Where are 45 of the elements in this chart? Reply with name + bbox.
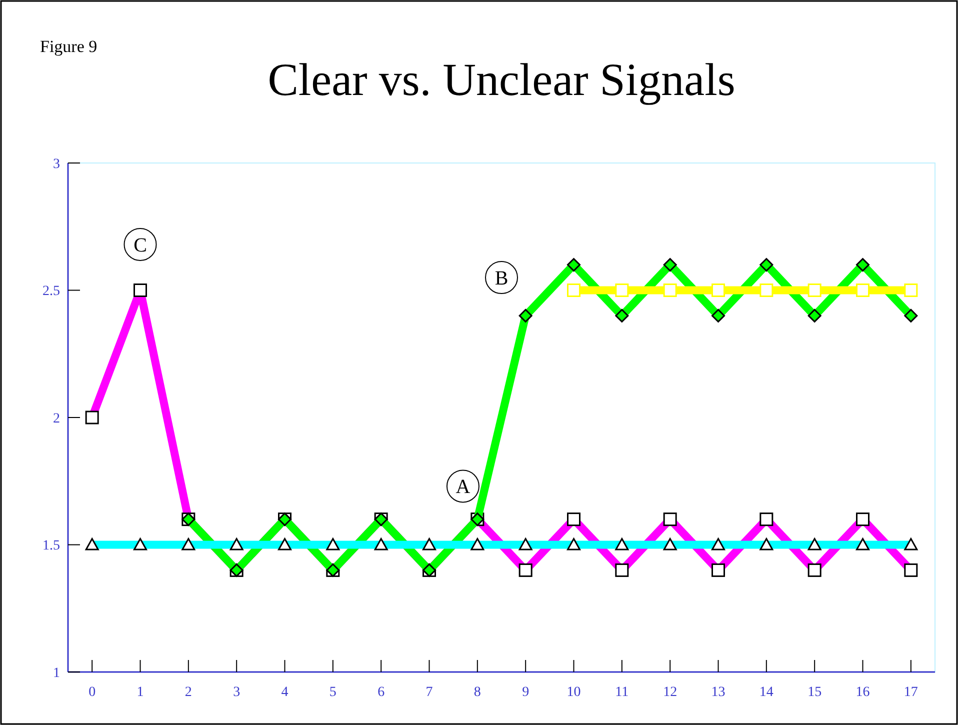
y-tick-label: 1.5 — [42, 538, 60, 554]
point — [518, 308, 532, 322]
x-tick-label: 5 — [329, 685, 336, 700]
x-tick-label: 9 — [522, 685, 530, 700]
x-tick-label: 4 — [281, 685, 288, 700]
annotation: B — [494, 268, 508, 290]
caption: Figure 9 — [40, 37, 98, 56]
point — [712, 284, 725, 297]
x-tick-label: 10 — [566, 685, 581, 700]
x-tick-label: 0 — [88, 685, 96, 700]
x-tick-label: 13 — [711, 685, 726, 700]
x-tick-label: 6 — [378, 685, 385, 700]
annotation: C — [134, 234, 147, 256]
y-tick-label: 1 — [53, 666, 60, 681]
point — [808, 308, 822, 322]
x-tick-label: 15 — [808, 685, 822, 700]
point — [663, 258, 677, 272]
x-tick-label: 2 — [184, 685, 192, 700]
y-tick-label: 2 — [53, 411, 60, 426]
x-tick-label: 14 — [759, 685, 774, 700]
point — [808, 284, 822, 297]
x-tick-label: 8 — [474, 685, 481, 700]
point — [856, 284, 870, 297]
y-tick-label: 2.5 — [42, 284, 60, 300]
point — [615, 284, 629, 297]
x-tick-label: 1 — [136, 685, 144, 700]
y-tick-label: 3 — [53, 156, 60, 172]
point — [567, 284, 580, 297]
point — [663, 284, 677, 297]
x-tick-label: 16 — [856, 685, 870, 700]
point — [567, 258, 580, 272]
chart-title: Clear vs. Unclear Signals — [268, 54, 736, 105]
point — [904, 308, 918, 322]
point — [856, 258, 870, 272]
annotation: A — [456, 476, 471, 498]
point — [904, 284, 918, 297]
x-tick-label: 7 — [426, 685, 433, 700]
x-tick-label: 17 — [904, 685, 918, 700]
x-tick-label: 3 — [233, 685, 240, 700]
point — [712, 308, 725, 322]
point — [760, 258, 774, 272]
point — [760, 284, 774, 297]
point — [615, 308, 629, 322]
x-tick-label: 12 — [663, 685, 678, 700]
x-tick-label: 11 — [615, 685, 629, 700]
